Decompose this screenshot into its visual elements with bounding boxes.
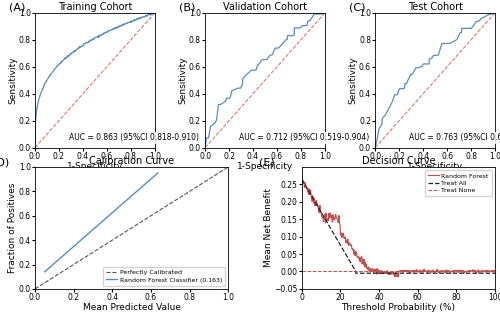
Treat All [414, 271, 420, 275]
Text: AUC = 0.712 (95%CI 0.519-0.904): AUC = 0.712 (95%CI 0.519-0.904) [238, 133, 369, 142]
Perfectly Calibrated [77, 259, 83, 263]
Treat All [392, 271, 398, 275]
Random Forest Classifier (0.163) [70, 245, 76, 249]
Y-axis label: Sensitivity: Sensitivity [8, 56, 18, 104]
X-axis label: 1-Specificity: 1-Specificity [67, 162, 123, 171]
Random Forest [390, 273, 396, 276]
Text: (B): (B) [178, 2, 195, 12]
Treat All [353, 271, 359, 275]
Treat None [392, 270, 398, 273]
Perfectly Calibrated [216, 171, 222, 175]
Line: Random Forest: Random Forest [302, 176, 495, 277]
Random Forest Classifier (0.163) [61, 253, 67, 257]
Treat None [492, 270, 498, 273]
Title: Test Cohort: Test Cohort [408, 2, 463, 12]
Title: Calibration Curve: Calibration Curve [89, 156, 174, 166]
X-axis label: 1-Specificity: 1-Specificity [237, 162, 293, 171]
Perfectly Calibrated [147, 214, 153, 218]
X-axis label: Threshold Probability (%): Threshold Probability (%) [342, 303, 456, 312]
X-axis label: Mean Predicted Value: Mean Predicted Value [82, 303, 180, 312]
Random Forest Classifier (0.163) [42, 270, 48, 274]
Random Forest Classifier (0.163) [78, 238, 84, 242]
Treat None [488, 270, 494, 273]
Treat All [404, 271, 409, 275]
Treat None [414, 270, 420, 273]
Random Forest [392, 273, 398, 276]
Treat None [298, 270, 304, 273]
Title: Validation Cohort: Validation Cohort [223, 2, 307, 12]
Y-axis label: Mean Net Benefit: Mean Net Benefit [264, 188, 273, 267]
Treat None [457, 270, 463, 273]
Treat None [390, 270, 396, 273]
Treat All [298, 177, 304, 181]
Text: (A): (A) [8, 2, 25, 12]
Perfectly Calibrated [132, 224, 138, 228]
Random Forest [492, 269, 498, 273]
Line: Treat All: Treat All [302, 179, 495, 273]
Title: Training Cohort: Training Cohort [58, 2, 132, 12]
X-axis label: 1-Specificity: 1-Specificity [407, 162, 463, 171]
Random Forest [414, 268, 420, 272]
Title: Decision Curve: Decision Curve [362, 156, 435, 166]
Y-axis label: Sensitivity: Sensitivity [178, 56, 188, 104]
Random Forest Classifier (0.163) [74, 241, 80, 245]
Perfectly Calibrated [69, 264, 75, 267]
Treat All [391, 271, 397, 275]
Line: Random Forest Classifier (0.163): Random Forest Classifier (0.163) [44, 173, 158, 272]
Legend: Random Forest, Treat All, Treat None: Random Forest, Treat All, Treat None [424, 170, 492, 196]
Y-axis label: Sensitivity: Sensitivity [348, 56, 358, 104]
Text: AUC = 0.863 (95%CI 0.818-0.910): AUC = 0.863 (95%CI 0.818-0.910) [68, 133, 198, 142]
Text: (C): (C) [349, 2, 366, 12]
Random Forest [404, 268, 409, 272]
Treat All [492, 271, 498, 275]
Perfectly Calibrated [210, 175, 216, 179]
Treat All [458, 271, 464, 275]
Text: AUC = 0.763 (95%CI 0.651-0.875): AUC = 0.763 (95%CI 0.651-0.875) [409, 133, 500, 142]
Random Forest Classifier (0.163) [80, 236, 86, 240]
Treat All [488, 271, 494, 275]
Perfectly Calibrated [226, 165, 232, 169]
Random Forest Classifier (0.163) [112, 208, 118, 212]
Random Forest Classifier (0.163) [154, 171, 160, 175]
Text: (E): (E) [259, 157, 275, 167]
Random Forest [458, 268, 464, 272]
Legend: Perfectly Calibrated, Random Forest Classifier (0.163): Perfectly Calibrated, Random Forest Clas… [103, 267, 225, 286]
Random Forest [298, 174, 304, 178]
Perfectly Calibrated [32, 287, 38, 291]
Y-axis label: Fraction of Positives: Fraction of Positives [8, 183, 18, 273]
Treat None [404, 270, 409, 273]
Random Forest [488, 269, 494, 273]
Random Forest [392, 275, 398, 279]
Text: (D): (D) [0, 157, 10, 167]
Line: Perfectly Calibrated: Perfectly Calibrated [35, 167, 228, 289]
